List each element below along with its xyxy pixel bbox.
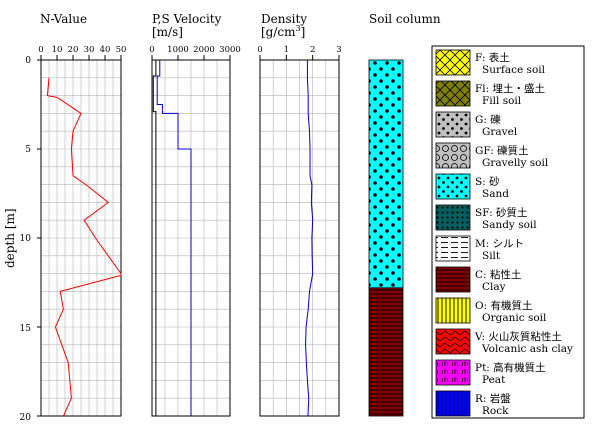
x-tick-label: 0 [257, 45, 262, 55]
velocity-title: P,S Velocity [152, 12, 222, 26]
legend-label-jp: C: 粘性土 [475, 268, 521, 281]
legend-label-en: Silt [482, 250, 501, 262]
legend-label-jp: S: 砂 [475, 175, 500, 188]
legend-label-en: Rock [482, 405, 509, 417]
legend-label-en: Clay [482, 281, 506, 293]
legend-label-jp: G: 礫 [475, 113, 501, 126]
x-tick-label: 40 [100, 45, 111, 55]
nvalue-title: N-Value [40, 12, 87, 26]
legend-swatch-pattern [435, 111, 471, 138]
velocity-unit: [m/s] [152, 25, 183, 39]
x-tick-label: 0 [149, 45, 154, 55]
x-tick-label: 2000 [193, 45, 215, 55]
x-tick-label: 3000 [219, 45, 241, 55]
legend-swatch-pattern [435, 49, 471, 76]
x-tick-label: 1000 [167, 45, 189, 55]
soil-column-title: Soil column [369, 12, 441, 26]
legend-label-en: Sand [482, 188, 509, 200]
legend-label-en: Fill soil [482, 95, 522, 107]
depth-axis-label: depth [m] [3, 208, 17, 268]
legend-swatch-pattern [435, 297, 471, 324]
legend-label-en: Peat [482, 374, 506, 386]
depth-tick-10: 10 [20, 234, 32, 244]
series-line-0 [152, 60, 157, 416]
legend-label-en: Gravel [482, 126, 518, 138]
legend-label-en: Sandy soil [482, 219, 537, 231]
nvalue-chart: 0 10 20 30 40 50 [37, 45, 127, 417]
x-tick-label: 30 [84, 45, 95, 55]
series-line-1 [156, 60, 192, 416]
series-line-0 [46, 77, 122, 417]
legend-label-en: Gravelly soil [482, 157, 549, 169]
legend-swatch-pattern [435, 173, 471, 200]
series-line-0 [305, 60, 314, 417]
legend-label-jp: GF: 礫質土 [475, 144, 529, 157]
legend-swatch-pattern [435, 235, 471, 262]
legend-label-jp: O: 有機質土 [475, 299, 532, 312]
legend-swatch-pattern [435, 204, 471, 231]
legend-label-jp: F: 表土 [475, 51, 510, 64]
legend-label-jp: Pt: 高有機質土 [475, 361, 546, 374]
legend-label-jp: SF: 砂質土 [475, 206, 527, 219]
density-chart: 0 1 2 3 [257, 45, 342, 417]
x-tick-label: 10 [52, 45, 63, 55]
legend-label-en: Volcanic ash clay [481, 343, 573, 355]
x-tick-label: 50 [116, 45, 127, 55]
soil-column [368, 59, 404, 417]
x-tick-label: 3 [336, 45, 341, 55]
legend-swatch-pattern [435, 80, 471, 107]
depth-ticks: 0 5 10 15 20 [20, 56, 32, 423]
legend-swatch-pattern [435, 359, 471, 386]
soil-layer-pattern [368, 59, 404, 289]
depth-tick-5: 5 [25, 145, 31, 155]
x-tick-label: 0 [38, 45, 43, 55]
plot-frame [259, 59, 340, 417]
legend-swatch-pattern [435, 142, 471, 169]
legend-label-jp: Fl: 埋土・盛土 [475, 82, 545, 95]
depth-tick-0: 0 [25, 56, 31, 66]
legend-swatch-pattern [435, 266, 471, 293]
x-tick-label: 2 [310, 45, 315, 55]
legend-label-en: Organic soil [482, 312, 547, 324]
legend-label-jp: R: 岩盤 [475, 392, 511, 405]
density-title: Density [261, 12, 307, 26]
legend-swatch-pattern [435, 328, 471, 355]
density-unit: [g/cm3] [261, 24, 305, 39]
legend-label-en: Surface soil [482, 64, 546, 76]
soil-layer-pattern [368, 287, 404, 417]
legend-frame [431, 45, 585, 419]
legend-swatch-pattern [435, 390, 471, 417]
velocity-chart: 0 1000 2000 3000 [149, 45, 241, 417]
legend-label-jp: V: 火山灰質粘性土 [474, 330, 562, 343]
legend-label-jp: M: シルト [475, 238, 524, 250]
x-tick-label: 20 [68, 45, 79, 55]
depth-tick-15: 15 [20, 324, 32, 334]
depth-tick-20: 20 [20, 413, 32, 423]
x-tick-label: 1 [284, 45, 289, 55]
